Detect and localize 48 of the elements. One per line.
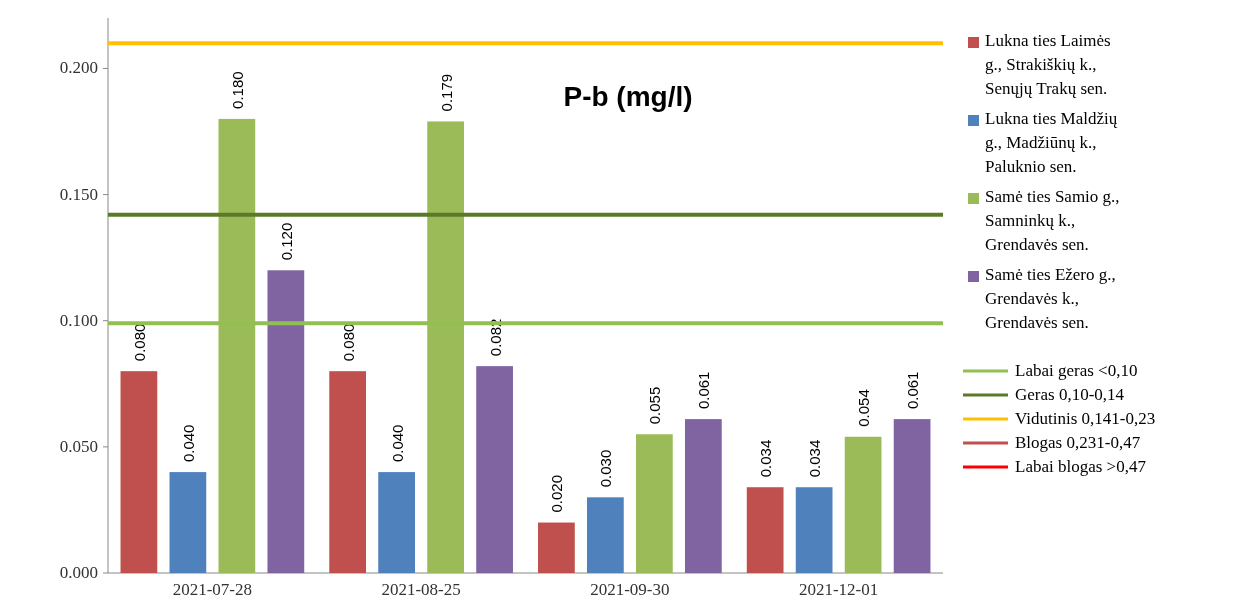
legend-label: Labai geras <0,10 [1015,361,1138,380]
data-label: 0.179 [437,73,455,112]
data-label: 0.040 [179,424,197,463]
data-label: 0.054 [855,389,873,427]
y-tick-label: 0.200 [59,58,98,78]
bar [636,434,673,573]
data-label: 0.020 [548,475,566,513]
x-tick-label: 2021-12-01 [798,580,879,599]
bar [120,371,158,573]
legend-label: Samė ties Ežero g., Grendavės k., Grendavės sen. [985,265,1116,332]
bar [169,472,207,573]
bar [893,419,931,573]
text: P-b (mg/l) [563,81,693,112]
x-tick-label: 2021-09-30 [590,580,670,599]
data-label: 0.034 [757,439,775,478]
data-label: 0.061 [695,371,713,410]
bar [795,487,833,573]
data-label: 0.120 [277,222,295,261]
legend-label: Vidutinis 0,141-0,23 [1015,409,1156,428]
y-tick-label: 0.050 [59,436,98,456]
data-label: 0.055 [646,386,664,425]
bar [329,371,367,573]
bar [684,419,722,573]
bar [267,270,305,573]
data-label: 0.040 [388,424,406,463]
data-label: 0.061 [904,371,922,410]
x-tick-label: 2021-07-28 [172,580,253,599]
bar [476,366,513,573]
y-tick-label: 0.000 [59,563,98,582]
bar [844,436,882,573]
legend-label: Lukna ties Laimės g., Strakiškių k., Senųjų Trakų sen. [985,31,1111,98]
data-label: 0.180 [228,71,246,109]
legend-label: Lukna ties Maldžių g., Madžiūnų k., Paluknio sen. [985,109,1118,176]
y-tick-label: 0.150 [59,184,98,204]
bar [587,497,624,573]
x-tick-label: 2021-08-25 [381,580,461,599]
text: Blogas 0,231-0,47 [1015,433,1141,452]
text: Labai blogas >0,47 [1015,457,1146,476]
data-label: 0.080 [339,323,357,362]
data-label: 0.034 [806,439,824,478]
legend-label: Geras 0,10-0,14 [1015,385,1125,404]
data-label: 0.080 [130,323,148,362]
y-tick-label: 0.100 [59,310,98,330]
bar [538,522,575,573]
bar [746,487,784,573]
legend-label: Samė ties Samio g., Samninkų k., Grendavės sen. [985,187,1120,254]
bar [378,472,415,573]
data-label: 0.030 [597,449,615,488]
